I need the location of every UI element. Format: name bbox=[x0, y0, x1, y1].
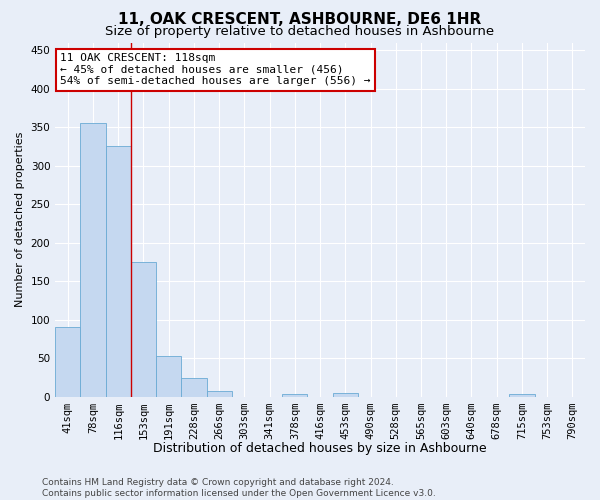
Bar bbox=[55, 327, 80, 397]
X-axis label: Distribution of detached houses by size in Ashbourne: Distribution of detached houses by size … bbox=[153, 442, 487, 455]
Bar bbox=[80, 124, 106, 397]
Bar bbox=[156, 356, 181, 397]
Text: Contains HM Land Registry data © Crown copyright and database right 2024.
Contai: Contains HM Land Registry data © Crown c… bbox=[42, 478, 436, 498]
Bar bbox=[131, 262, 156, 397]
Y-axis label: Number of detached properties: Number of detached properties bbox=[15, 132, 25, 308]
Text: Size of property relative to detached houses in Ashbourne: Size of property relative to detached ho… bbox=[106, 25, 494, 38]
Bar bbox=[332, 393, 358, 397]
Text: 11, OAK CRESCENT, ASHBOURNE, DE6 1HR: 11, OAK CRESCENT, ASHBOURNE, DE6 1HR bbox=[118, 12, 482, 28]
Bar bbox=[106, 146, 131, 397]
Bar bbox=[509, 394, 535, 397]
Text: 11 OAK CRESCENT: 118sqm
← 45% of detached houses are smaller (456)
54% of semi-d: 11 OAK CRESCENT: 118sqm ← 45% of detache… bbox=[61, 53, 371, 86]
Bar bbox=[206, 392, 232, 397]
Bar bbox=[282, 394, 307, 397]
Bar bbox=[181, 378, 206, 397]
